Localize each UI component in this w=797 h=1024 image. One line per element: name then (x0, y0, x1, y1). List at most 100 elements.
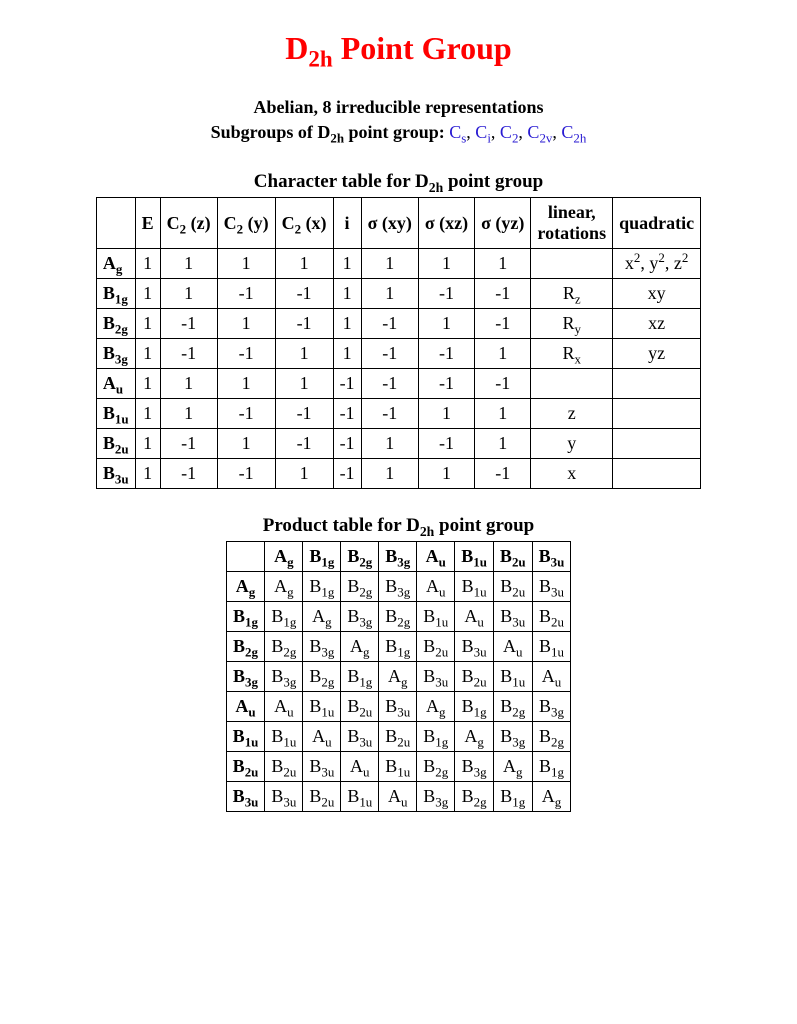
table-row: Au1111-1-1-1-1 (96, 369, 700, 399)
prod-cell: B3u (265, 782, 303, 812)
prod-cell: B1u (265, 722, 303, 752)
prod-cell: B3g (379, 572, 417, 602)
char-cell: 1 (275, 249, 333, 279)
prod-cell: Au (532, 662, 571, 692)
prod-cell: B3u (455, 632, 494, 662)
prod-cell: B1u (532, 632, 571, 662)
prod-cell: B3g (417, 782, 455, 812)
table-row: B2uB2uB3uAuB1uB2gB3gAgB1g (226, 752, 571, 782)
char-cell: 1 (418, 459, 474, 489)
subgroup-link[interactable]: C2v (527, 122, 552, 142)
char-cell: -1 (160, 309, 217, 339)
prod-cell: B2g (532, 722, 571, 752)
prod-cell: B2u (417, 632, 455, 662)
char-quadratic-cell (613, 459, 701, 489)
subgroup-link[interactable]: Cs (449, 122, 466, 142)
prod-row-label: B3g (226, 662, 265, 692)
prod-cell: B2g (455, 782, 494, 812)
char-cell: 1 (275, 459, 333, 489)
char-cell: 1 (333, 339, 361, 369)
prod-cell: B1u (303, 692, 341, 722)
prod-table-header-cell: Ag (265, 542, 303, 572)
prod-cell: B2u (493, 572, 532, 602)
char-cell: 1 (361, 279, 418, 309)
table-row: B3u1-1-11-111-1x (96, 459, 700, 489)
prod-cell: B2g (341, 572, 379, 602)
page-title: D2h Point Group (30, 30, 767, 67)
char-cell: 1 (475, 429, 531, 459)
char-cell: 1 (361, 429, 418, 459)
table-row: B1gB1gAgB3gB2gB1uAuB3uB2u (226, 602, 571, 632)
prod-cell: B1g (493, 782, 532, 812)
char-cell: 1 (333, 249, 361, 279)
prod-cell: Ag (379, 662, 417, 692)
prod-cell: B1u (455, 572, 494, 602)
prod-cell: Ag (455, 722, 494, 752)
prod-cell: B2g (493, 692, 532, 722)
prod-cell: B1g (532, 752, 571, 782)
product-table: AgB1gB2gB3gAuB1uB2uB3u AgAgB1gB2gB3gAuB1… (226, 541, 572, 812)
char-cell: 1 (217, 249, 275, 279)
prod-cell: B2g (379, 602, 417, 632)
prod-row-label: B3u (226, 782, 265, 812)
char-table-header-cell: C2 (z) (160, 198, 217, 249)
prod-cell: B3g (265, 662, 303, 692)
subgroup-link[interactable]: Ci (475, 122, 491, 142)
char-linear-cell: x (531, 459, 613, 489)
char-cell: -1 (418, 369, 474, 399)
prod-cell: B2u (341, 692, 379, 722)
char-cell: 1 (418, 249, 474, 279)
char-cell: 1 (361, 459, 418, 489)
prod-table-header-cell: B3u (532, 542, 571, 572)
char-cell: -1 (361, 369, 418, 399)
prod-cell: B2g (265, 632, 303, 662)
prod-cell: Ag (493, 752, 532, 782)
prod-table-header-cell: B2g (341, 542, 379, 572)
char-cell: -1 (418, 339, 474, 369)
prod-table-header-cell: B2u (493, 542, 532, 572)
prod-cell: Ag (532, 782, 571, 812)
char-cell: 1 (333, 309, 361, 339)
char-cell: -1 (160, 459, 217, 489)
prod-cell: B3g (532, 692, 571, 722)
char-cell: 1 (135, 249, 160, 279)
subgroup-link[interactable]: C2h (561, 122, 586, 142)
prod-table-header-row: AgB1gB2gB3gAuB1uB2uB3u (226, 542, 571, 572)
char-table-header-cell: σ (xz) (418, 198, 474, 249)
char-linear-cell: y (531, 429, 613, 459)
char-table-header-row: EC2 (z)C2 (y)C2 (x)iσ (xy)σ (xz)σ (yz)li… (96, 198, 700, 249)
char-cell: -1 (333, 429, 361, 459)
char-quadratic-cell: x2, y2, z2 (613, 249, 701, 279)
char-cell: 1 (135, 429, 160, 459)
prod-cell: B1u (417, 602, 455, 632)
prod-row-label: Ag (226, 572, 265, 602)
char-linear-cell: Rz (531, 279, 613, 309)
table-row: B1u11-1-1-1-111z (96, 399, 700, 429)
char-quadratic-cell: yz (613, 339, 701, 369)
char-cell: 1 (475, 339, 531, 369)
prod-cell: B3g (303, 632, 341, 662)
char-cell: 1 (475, 399, 531, 429)
char-cell: 1 (160, 249, 217, 279)
char-table-header-cell: σ (yz) (475, 198, 531, 249)
char-row-label: B1u (96, 399, 135, 429)
prod-cell: Au (303, 722, 341, 752)
table-row: B2u1-11-1-11-11y (96, 429, 700, 459)
char-cell: -1 (333, 399, 361, 429)
table-row: Ag11111111x2, y2, z2 (96, 249, 700, 279)
char-row-label: B3u (96, 459, 135, 489)
char-cell: -1 (475, 369, 531, 399)
char-cell: -1 (475, 459, 531, 489)
char-row-label: B3g (96, 339, 135, 369)
subgroup-link[interactable]: C2 (500, 122, 519, 142)
prod-cell: Ag (265, 572, 303, 602)
char-table-header-cell: C2 (y) (217, 198, 275, 249)
char-quadratic-cell: xy (613, 279, 701, 309)
prod-cell: B1u (493, 662, 532, 692)
char-linear-cell: z (531, 399, 613, 429)
char-cell: 1 (135, 279, 160, 309)
prod-row-label: Au (226, 692, 265, 722)
prod-cell: B3u (341, 722, 379, 752)
char-table-header-cell: C2 (x) (275, 198, 333, 249)
prod-cell: Au (455, 602, 494, 632)
